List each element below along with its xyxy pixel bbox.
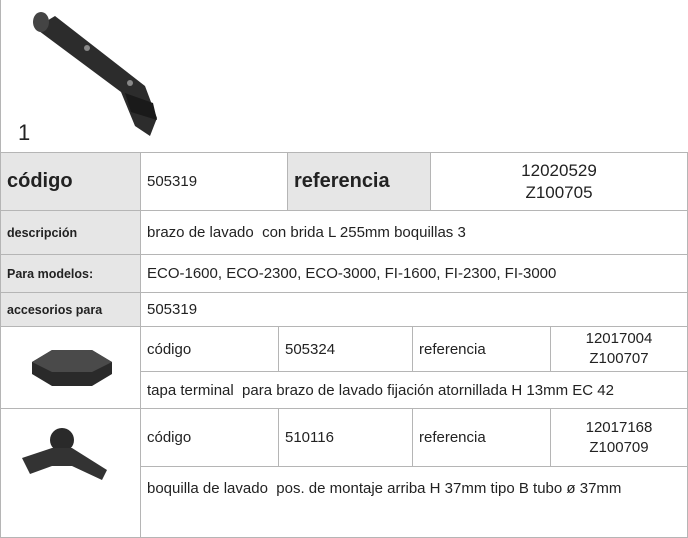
reference: 12017168 Z100709 <box>550 408 688 467</box>
product-image <box>33 12 157 136</box>
description: brazo de lavado con brida L 255mm boquil… <box>140 210 688 255</box>
reference: 12017004 Z100707 <box>550 326 688 372</box>
reference-label: referencia <box>287 152 431 211</box>
reference-line: 12017168 <box>585 418 653 436</box>
models: ECO-1600, ECO-2300, ECO-3000, FI-1600, F… <box>140 254 688 293</box>
description-label: descripción <box>0 210 141 255</box>
code-label: código <box>0 152 141 211</box>
description: boquilla de lavado pos. de montaje arrib… <box>140 466 688 538</box>
code: 505324 <box>278 326 413 372</box>
reference-line: Z100705 <box>525 182 593 202</box>
reference: 12020529 Z100705 <box>430 152 688 211</box>
accessories-label: accesorios para <box>0 292 141 327</box>
reference-line: Z100707 <box>589 350 649 367</box>
code: 510116 <box>278 408 413 467</box>
reference-label: referencia <box>412 408 551 467</box>
models-label: Para modelos: <box>0 254 141 293</box>
description: tapa terminal para brazo de lavado fijac… <box>140 371 688 409</box>
reference-line: Z100709 <box>589 438 649 456</box>
reference-label: referencia <box>412 326 551 372</box>
code: 505319 <box>140 152 288 211</box>
code-label: código <box>140 326 279 372</box>
figure-label: 1 <box>18 120 31 145</box>
reference-line: 12020529 <box>521 160 597 180</box>
accessory-image <box>22 428 107 480</box>
accessories-for: 505319 <box>140 292 688 327</box>
code-label: código <box>140 408 279 467</box>
reference-line: 12017004 <box>585 330 653 347</box>
product-image-box <box>0 0 688 153</box>
accessory-image <box>32 350 112 386</box>
